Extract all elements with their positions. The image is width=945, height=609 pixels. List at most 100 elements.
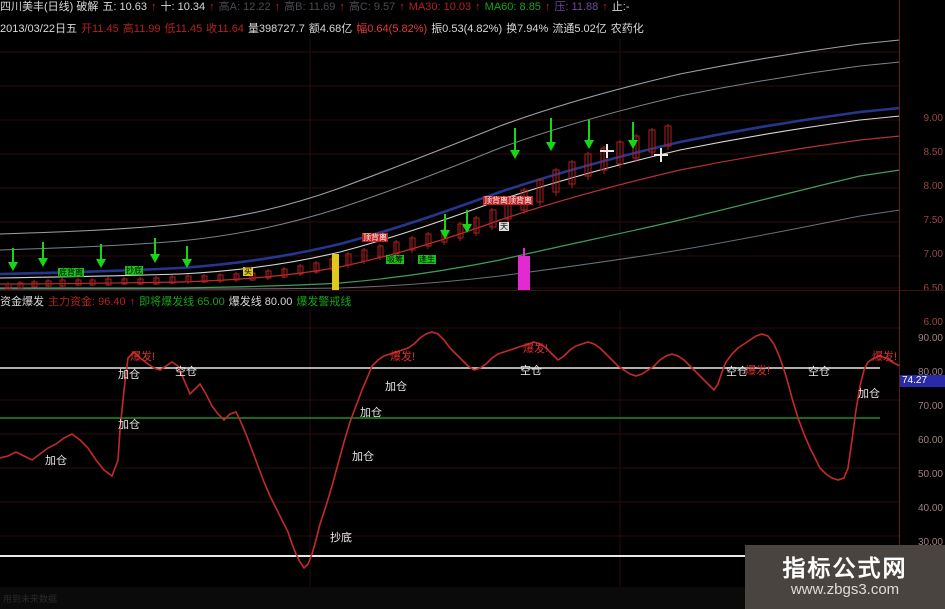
price-annotation-label: 抄底 bbox=[125, 266, 143, 275]
indicator-annotation-label: 爆发! bbox=[872, 351, 898, 363]
price-header2-field-3: 低11.45 bbox=[164, 23, 203, 35]
up-arrow-icon: ↑ bbox=[129, 296, 136, 308]
price-header1-field-1: 五: 10.63 bbox=[102, 1, 148, 13]
price-header1-field-2: 十: 10.34 bbox=[160, 1, 206, 13]
price-header2-field-2: 高11.99 bbox=[122, 23, 161, 35]
price-chart-svg bbox=[0, 38, 900, 290]
indicator-axis-label: 70.00 bbox=[917, 401, 943, 412]
indicator-grid bbox=[0, 310, 900, 590]
price-annotation-label: 顶背离顶背离 bbox=[483, 196, 533, 205]
price-header1-field-9: 止:- bbox=[611, 1, 630, 13]
price-axis-label: 6.00 bbox=[923, 317, 943, 328]
price-grid bbox=[0, 38, 900, 290]
price-header2-field-6: 额4.68亿 bbox=[308, 23, 353, 35]
indicator-header-field-2: 即将爆发线 65.00 bbox=[139, 296, 225, 308]
price-header2-field-1: 开11.45 bbox=[81, 23, 119, 35]
footer-label: 用到未来数据 bbox=[3, 594, 58, 604]
footer-bar bbox=[0, 587, 745, 609]
ma-white-line bbox=[0, 115, 900, 279]
price-axis-label: 7.00 bbox=[923, 249, 943, 260]
price-header2-field-4: 收11.64 bbox=[206, 23, 244, 35]
cross-marker bbox=[654, 148, 668, 162]
up-arrow-icon: ↑ bbox=[151, 1, 157, 13]
indicator-annotation-label: 空仓 bbox=[726, 366, 748, 378]
price-header2-field-0: 2013/03/22日五 bbox=[0, 23, 78, 35]
indicator-annotation-label: 抄底 bbox=[330, 532, 352, 544]
indicator-annotation-label: 加仓 bbox=[118, 369, 140, 381]
indicator-annotation-label: 爆发! bbox=[523, 343, 549, 355]
indicator-chart-svg bbox=[0, 310, 900, 590]
indicator-annotation-label: 爆发! bbox=[130, 351, 156, 363]
cross-marker bbox=[600, 144, 614, 158]
indicator-axis-label: 30.00 bbox=[917, 537, 943, 548]
indicator-annotation-label: 加仓 bbox=[352, 451, 374, 463]
up-arrow-icon: ↑ bbox=[544, 1, 551, 13]
price-axis-label: 8.00 bbox=[923, 181, 943, 192]
indicator-annotation-label: 加仓 bbox=[858, 388, 880, 400]
up-arrow-icon: ↑ bbox=[274, 1, 281, 13]
watermark-url: www.zbgs3.com bbox=[790, 581, 900, 598]
price-header2-field-11: 农药化 bbox=[610, 23, 644, 35]
indicator-header: 资金爆发 主力资金: 96.40 ↑ 即将爆发线 65.00 爆发线 80.00 爆发警戒… bbox=[0, 296, 355, 308]
indicator-annotation-label: 加仓 bbox=[45, 455, 67, 467]
up-arrow-icon: ↑ bbox=[602, 1, 608, 13]
price-header1-field-6: MA30: 10.03 bbox=[408, 1, 472, 13]
price-annotation-label: 逢生 bbox=[418, 255, 436, 264]
price-header2-field-10: 流通5.02亿 bbox=[552, 23, 607, 35]
main-fund-line bbox=[0, 331, 900, 570]
indicator-annotation-label: 空仓 bbox=[175, 366, 197, 378]
price-axis-label: 9.00 bbox=[923, 113, 943, 124]
price-annotation-label: 吸筹 bbox=[386, 255, 404, 264]
price-header-line-2: 2013/03/22日五 开11.45 高11.99 低11.45 收11.64 量398… bbox=[0, 23, 648, 35]
up-arrow-icon: ↑ bbox=[339, 1, 345, 13]
indicator-annotation-label: 空仓 bbox=[520, 365, 542, 377]
price-axis-label: 8.50 bbox=[923, 147, 943, 158]
ma60-line bbox=[0, 169, 900, 289]
indicator-annotation-label: 爆发! bbox=[390, 351, 416, 363]
axis-divider bbox=[899, 0, 900, 609]
indicator-axis-label: 50.00 bbox=[917, 469, 943, 480]
watermark: 指标公式网 www.zbgs3.com bbox=[745, 545, 945, 609]
price-header1-field-3: 高A: 12.22 bbox=[218, 1, 271, 13]
indicator-annotation-label: 加仓 bbox=[118, 419, 140, 431]
price-header1-field-7: MA60: 8.85 bbox=[484, 1, 541, 13]
indicator-header-field-0: 资金爆发 bbox=[0, 296, 44, 308]
indicator-header-field-3: 爆发线 80.00 bbox=[228, 296, 293, 308]
lower-band-line bbox=[0, 209, 900, 290]
indicator-axis-label: 90.00 bbox=[917, 333, 943, 344]
price-annotation-label: 买 bbox=[243, 267, 253, 276]
mid-band-blue bbox=[0, 106, 900, 276]
indicator-axis-label: 40.00 bbox=[917, 503, 943, 514]
price-chart-panel[interactable] bbox=[0, 38, 900, 290]
candlestick-series bbox=[5, 124, 672, 290]
price-axis-label: 6.50 bbox=[923, 283, 943, 294]
up-arrow-icon: ↑ bbox=[475, 1, 481, 13]
price-annotation-label: 底背离 bbox=[58, 268, 84, 277]
volume-highlight-bar bbox=[332, 254, 339, 290]
price-header1-field-8: 压: 11.88 bbox=[554, 1, 599, 13]
indicator-chart-panel[interactable] bbox=[0, 310, 900, 590]
price-annotation-label: 天 bbox=[499, 222, 509, 231]
price-header1-field-0: 四川美丰(日线) 破解 bbox=[0, 1, 99, 13]
panel-separator bbox=[0, 290, 945, 291]
indicator-axis-label: 60.00 bbox=[917, 435, 943, 446]
up-arrow-icon: ↑ bbox=[209, 1, 215, 13]
indicator-header-field-1: 主力资金: 96.40 bbox=[48, 296, 126, 308]
current-value-badge: 74.27 bbox=[900, 375, 945, 387]
band-line-2 bbox=[0, 61, 900, 251]
price-header2-field-5: 量398727.7 bbox=[247, 23, 305, 35]
indicator-annotation-label: 爆发! bbox=[745, 365, 771, 377]
indicator-header-field-4: 爆发警戒线 bbox=[296, 296, 352, 308]
price-axis-label: 7.50 bbox=[923, 215, 943, 226]
price-header1-field-4: 高B: 11.69 bbox=[284, 1, 336, 13]
price-header1-field-5: 高C: 9.57 bbox=[348, 1, 396, 13]
watermark-title: 指标公式网 bbox=[782, 555, 908, 581]
upper-band-line bbox=[0, 39, 900, 235]
indicator-axis-label: 80.00 bbox=[917, 367, 943, 378]
indicator-annotation-label: 加仓 bbox=[385, 381, 407, 393]
indicator-annotation-label: 加仓 bbox=[360, 407, 382, 419]
highlight-candle bbox=[518, 248, 530, 290]
price-header-line-1: 四川美丰(日线) 破解 五: 10.63 ↑ 十: 10.34 ↑ 高A: 12.22 ↑ 高… bbox=[0, 1, 634, 13]
price-header2-field-7: 幅0.64(5.82%) bbox=[356, 23, 428, 35]
